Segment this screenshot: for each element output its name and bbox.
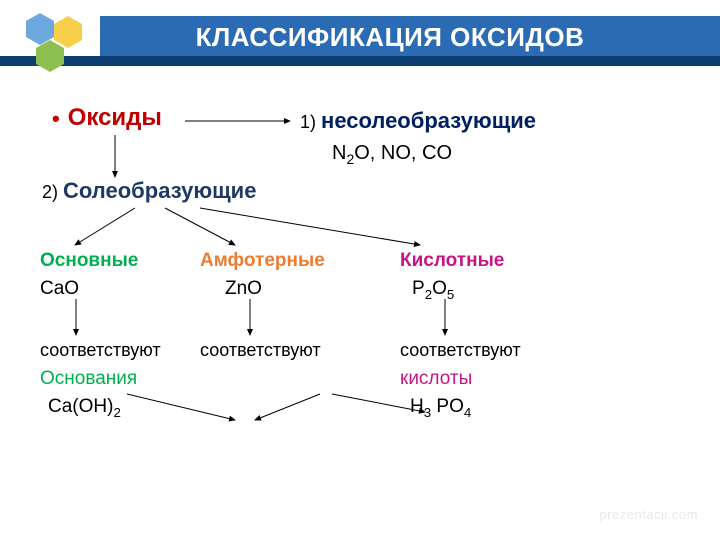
ex-caoh2: Ca(OH)2 (48, 396, 121, 420)
acids-label: кислоты (400, 368, 472, 390)
watermark: prezentacii.com (599, 507, 698, 522)
branch1-examples: N2O, NO, CO (332, 142, 452, 167)
corresp-2: соответствуют (200, 340, 321, 361)
bullet-icon: • (52, 106, 60, 131)
slide-title: КЛАССИФИКАЦИЯ ОКСИДОВ (100, 22, 680, 53)
col-amphoteric: Амфотерные (200, 250, 325, 272)
slide: КЛАССИФИКАЦИЯ ОКСИДОВ •Оксиды 1) несолео… (0, 0, 720, 540)
ex-cao: CaO (40, 278, 79, 300)
col-acidic: Кислотные (400, 250, 504, 272)
bases-label: Основания (40, 368, 137, 390)
branch2: 2) Солеобразующие (42, 178, 256, 204)
title-bar: КЛАССИФИКАЦИЯ ОКСИДОВ (100, 16, 680, 58)
bullet-oxides: •Оксиды (52, 104, 162, 132)
ex-zno: ZnO (225, 278, 262, 300)
ex-p2o5: P2O5 (412, 278, 454, 302)
corresp-3: соответствуют (400, 340, 521, 361)
col-basic: Основные (40, 250, 138, 272)
ex-h3po4: H3 PO4 (410, 396, 471, 420)
branch1: 1) несолеобразующие (300, 108, 536, 134)
corresp-1: соответствуют (40, 340, 161, 361)
